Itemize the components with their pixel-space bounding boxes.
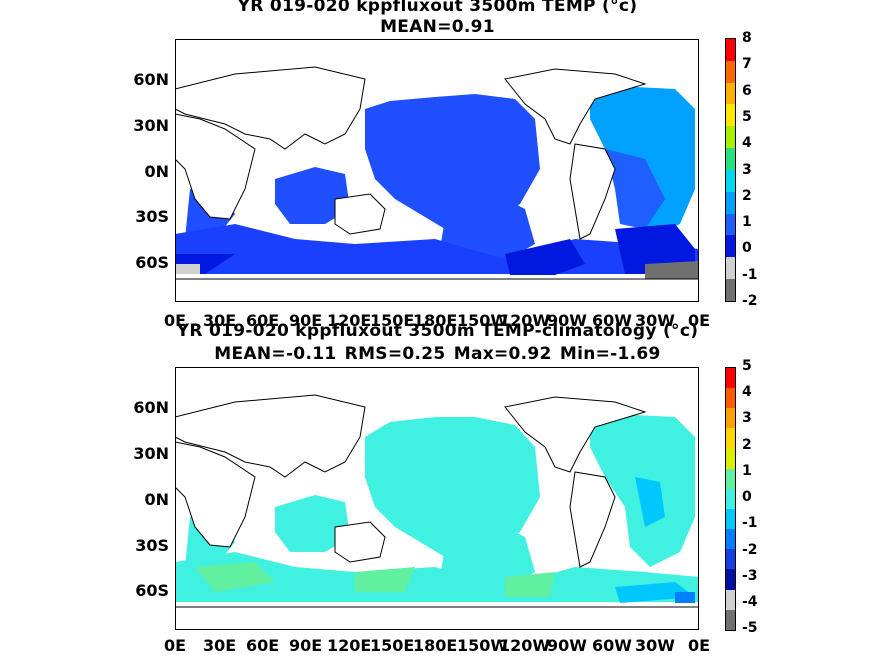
panel1-colorbar-label: 5 xyxy=(742,109,752,125)
panel1-map xyxy=(175,39,699,302)
colorbar-segment xyxy=(726,468,735,489)
panel1-lon-label: 180E xyxy=(413,311,458,330)
colorbar-segment xyxy=(726,235,735,258)
panel1-colorbar-label: 1 xyxy=(742,214,752,230)
panel2-lon-label: 120E xyxy=(327,636,372,655)
colorbar-segment xyxy=(726,569,735,590)
panel1-lon-label: 60E xyxy=(246,311,280,330)
panel2-lat-label: 60S xyxy=(135,581,169,600)
colorbar-segment xyxy=(726,257,735,280)
panel1-subtitle: MEAN=0.91 xyxy=(380,17,495,37)
panel2-title: YR 019-020 kppfluxout 3500m TEMP-climato… xyxy=(176,321,699,341)
panel2-map xyxy=(175,367,699,630)
colorbar-segment xyxy=(726,448,735,469)
panel2-colorbar-label: -1 xyxy=(742,515,758,531)
colorbar-segment xyxy=(726,213,735,236)
colorbar-segment xyxy=(726,104,735,127)
colorbar-segment xyxy=(726,508,735,530)
colorbar-segment xyxy=(726,529,735,550)
colorbar-segment xyxy=(726,169,735,192)
panel1-lon-label: 0E xyxy=(164,311,187,330)
panel1-coastlines xyxy=(175,66,699,302)
panel2-lon-label: 150W xyxy=(457,636,509,655)
panel2-lon-label: 30W xyxy=(635,636,675,655)
panel2-colorbar-label: -2 xyxy=(742,542,758,558)
panel1-colorbar-label: 3 xyxy=(742,162,752,178)
panel1-lon-label: 90E xyxy=(289,311,323,330)
panel2-colorbar-label: -5 xyxy=(742,620,758,636)
panel2-lon-label: 0E xyxy=(164,636,187,655)
colorbar-segment xyxy=(726,549,735,570)
panel2-lon-label: 0E xyxy=(688,636,711,655)
colorbar-segment xyxy=(726,368,735,389)
panel1-lat-label: 30S xyxy=(135,207,169,226)
panel2-lon-label: 30E xyxy=(203,636,237,655)
panel2-lon-label: 60E xyxy=(246,636,280,655)
panel1-lon-label: 60W xyxy=(592,311,632,330)
panel2-colorbar-label: 0 xyxy=(742,489,752,505)
colorbar-segment xyxy=(726,609,735,630)
panel2-colorbar-label: -4 xyxy=(742,594,758,610)
colorbar-segment xyxy=(726,60,735,83)
panel1-ocean-field xyxy=(175,87,699,279)
panel2-lon-label: 120W xyxy=(499,636,551,655)
colorbar-segment xyxy=(726,191,735,214)
panel2-colorbar-label: 5 xyxy=(742,358,752,374)
panel1-colorbar-label: 2 xyxy=(742,188,752,204)
colorbar-segment xyxy=(726,428,735,449)
panel2-colorbar-label: 4 xyxy=(742,384,752,400)
panel1-colorbar-label: 7 xyxy=(742,56,752,72)
panel1-colorbar xyxy=(725,38,736,302)
panel1-lon-label: 120E xyxy=(327,311,372,330)
colorbar-segment xyxy=(726,148,735,170)
colorbar-segment xyxy=(726,39,735,61)
panel2-lat-label: 0N xyxy=(144,490,169,509)
panel1-lon-label: 150E xyxy=(370,311,415,330)
panel2-lon-label: 150E xyxy=(370,636,415,655)
colorbar-segment xyxy=(726,126,735,149)
panel1-colorbar-label: -1 xyxy=(742,267,758,283)
panel2-lat-label: 60N xyxy=(133,398,169,417)
panel1-lat-label: 60N xyxy=(133,70,169,89)
panel1-title: YR 019-020 kppfluxout 3500m TEMP (°c) xyxy=(237,0,638,16)
panel2-colorbar-label: -3 xyxy=(742,568,758,584)
panel1-colorbar-label: 8 xyxy=(742,30,752,46)
panel1-lat-label: 60S xyxy=(135,253,169,272)
panel2-lon-label: 90E xyxy=(289,636,323,655)
panel1-colorbar-label: 6 xyxy=(742,83,752,99)
colorbar-segment xyxy=(726,82,735,105)
panel2-colorbar-label: 2 xyxy=(742,437,752,453)
panel2-coastlines xyxy=(175,394,699,630)
panel1-lon-label: 150W xyxy=(457,311,509,330)
panel1-colorbar-label: 0 xyxy=(742,240,752,256)
panel2-colorbar-label: 1 xyxy=(742,463,752,479)
panel1-colorbar-label: -2 xyxy=(742,293,758,309)
panel2-lat-label: 30S xyxy=(135,536,169,555)
panel1-lon-label: 90W xyxy=(547,311,587,330)
colorbar-segment xyxy=(726,408,735,429)
panel1-lon-label: 30W xyxy=(635,311,675,330)
panel2-lat-label: 30N xyxy=(133,444,169,463)
panel2-colorbar xyxy=(725,367,736,631)
panel1-lon-label: 0E xyxy=(688,311,711,330)
panel2-subtitle: MEAN=-0.11 RMS=0.25 Max=0.92 Min=-1.69 xyxy=(214,344,661,364)
panel1-lat-label: 30N xyxy=(133,116,169,135)
colorbar-segment xyxy=(726,589,735,610)
panel2-lon-label: 180E xyxy=(413,636,458,655)
colorbar-segment xyxy=(726,488,735,509)
colorbar-segment xyxy=(726,388,735,409)
panel2-lon-label: 60W xyxy=(592,636,632,655)
colorbar-segment xyxy=(726,279,735,301)
panel1-colorbar-label: 4 xyxy=(742,135,752,151)
panel2-colorbar-label: 3 xyxy=(742,410,752,426)
panel1-lon-label: 30E xyxy=(203,311,237,330)
panel1-lon-label: 120W xyxy=(499,311,551,330)
panel1-lat-label: 0N xyxy=(144,162,169,181)
panel2-lon-label: 90W xyxy=(547,636,587,655)
